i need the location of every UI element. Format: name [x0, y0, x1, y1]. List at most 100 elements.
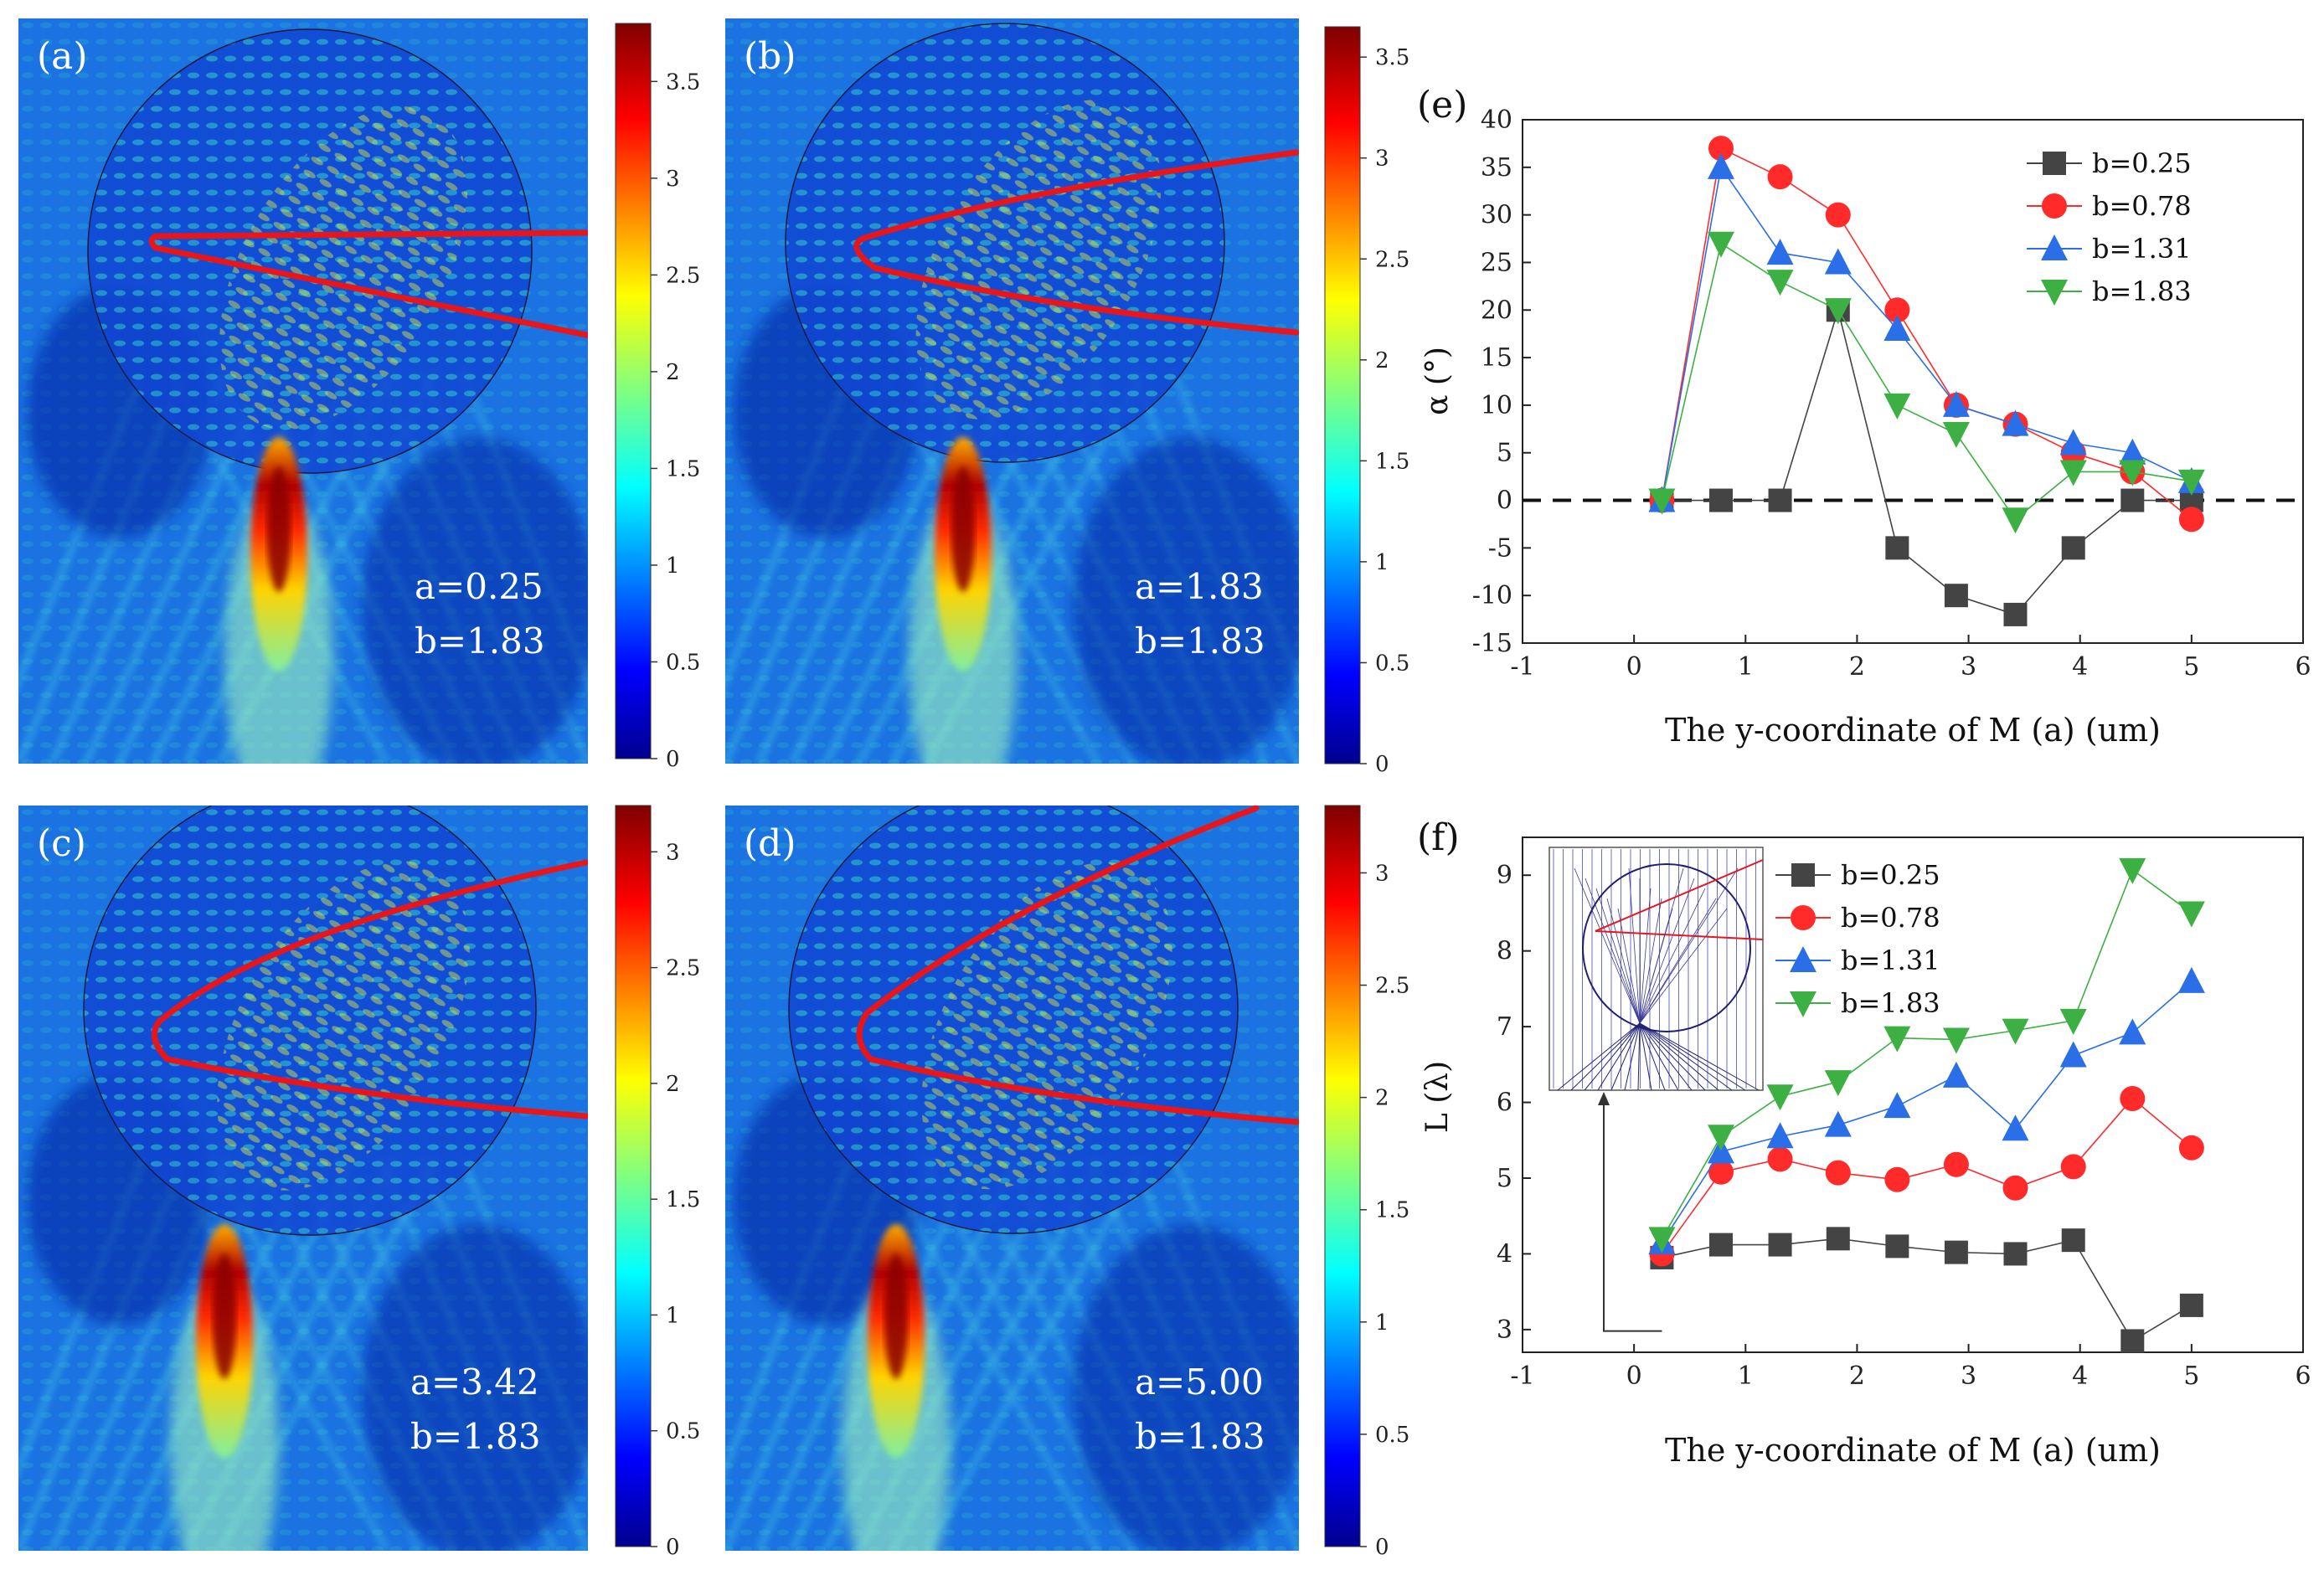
colorbar-tick-label: 0.5 [666, 650, 700, 675]
x-tick-label: 6 [2295, 1362, 2311, 1391]
y-tick-label: 20 [1481, 296, 1512, 325]
marker-triangle-up [1707, 152, 1734, 179]
legend-label: b=1.83 [2092, 275, 2192, 307]
colorbar-tick-label: 2.5 [1375, 974, 1409, 999]
marker-circle [1791, 905, 1816, 930]
marker-circle [1767, 164, 1793, 190]
series-line [1661, 868, 2193, 1239]
marker-square [2003, 1242, 2028, 1266]
colorbar-tick-label: 0.5 [666, 1419, 700, 1444]
colorbar-tick-label: 1 [1375, 1310, 1389, 1336]
panel-label: (d) [744, 822, 796, 865]
colorbar-a: 0 0.5 1 1.5 2 2.5 3 3.5 [615, 23, 700, 772]
colorbar-tick-label: 2.5 [666, 956, 700, 981]
marker-triangle-down [1766, 270, 1794, 296]
y-axis-label: α (°) [1420, 347, 1455, 415]
series-b-1-83: b=1.83 [1648, 857, 2205, 1253]
colorbar-tick-label: 1 [666, 1303, 680, 1328]
panel-label: (f) [1417, 816, 1460, 859]
y-axis-label: L (λ) [1420, 1061, 1455, 1133]
marker-triangle-down [1790, 991, 1816, 1017]
y-tick-label: 15 [1481, 343, 1512, 373]
marker-circle [2178, 1135, 2204, 1161]
x-tick-label: -1 [1510, 652, 1534, 682]
marker-triangle-up [1766, 239, 1794, 265]
series-b-1-83: b=1.83 [1648, 231, 2205, 534]
x-tick-label: 6 [2295, 652, 2311, 682]
y-tick-label: 8 [1497, 937, 1512, 966]
series-line [1662, 307, 2192, 615]
colorbar-d: 0 0.5 1 1.5 2 2.5 3 [1324, 805, 1409, 1560]
parabola-curve [148, 229, 588, 338]
legend-label: b=0.78 [2092, 190, 2192, 222]
marker-circle [1884, 1166, 1910, 1192]
y-tick-label: 3 [1497, 1315, 1512, 1345]
inset-particle [1582, 863, 1751, 1032]
inset-pointer-arrow [1598, 1092, 1610, 1105]
marker-triangle-down [1883, 1026, 1911, 1053]
marker-triangle-down [2119, 857, 2146, 884]
marker-triangle-up [1766, 1122, 1794, 1149]
y-tick-label: 25 [1481, 248, 1512, 277]
marker-circle [2002, 1175, 2028, 1201]
colorbar-tick-label: 2.5 [1375, 247, 1409, 272]
series-b-0-78: b=0.78 [1649, 136, 2204, 533]
plot-frame [1522, 836, 2304, 1353]
marker-circle [1708, 1159, 1734, 1185]
annotation-b: b=1.83 [410, 1416, 541, 1457]
series-line [1661, 147, 2193, 520]
marker-triangle-down [2059, 1008, 2087, 1035]
heatmap-panel-b: (b) a=1.83 b=1.83 0 0.5 1 1.5 2 2.5 3 3.5 [725, 18, 1409, 777]
x-tick-label: 5 [2183, 1362, 2199, 1391]
colorbar-tick-label: 0 [1375, 1535, 1389, 1560]
legend-label: b=0.25 [1841, 859, 1940, 891]
colorbar-tick-label: 1.5 [1375, 1198, 1409, 1223]
legend-label: b=1.31 [1841, 945, 1940, 976]
y-tick-label: 5 [1497, 439, 1512, 468]
marker-circle [1825, 1160, 1851, 1186]
marker-triangle-down [2119, 460, 2146, 486]
marker-square [2120, 488, 2145, 512]
marker-triangle-down [2177, 901, 2205, 928]
marker-triangle-down [1707, 231, 1734, 258]
marker-square [2043, 152, 2066, 175]
marker-triangle-down [2041, 280, 2068, 306]
x-tick-label: 3 [1961, 1362, 1976, 1391]
parabola-curve [856, 806, 1299, 1125]
plot-frame [1522, 119, 2304, 644]
marker-triangle-down [1942, 422, 1970, 448]
marker-triangle-down [1766, 1084, 1794, 1111]
x-tick-label: 1 [1738, 652, 1754, 682]
marker-square [2061, 536, 2085, 560]
x-tick-label: 4 [2072, 652, 2088, 682]
colorbar-gradient [615, 805, 652, 1547]
colorbar-tick-label: 1.5 [666, 456, 700, 481]
marker-square [2003, 602, 2028, 626]
marker-triangle-up [1942, 390, 1970, 417]
annotation-b: b=1.83 [415, 620, 545, 661]
legend-label: b=1.83 [1841, 987, 1940, 1019]
y-tick-label: -15 [1472, 629, 1512, 658]
marker-circle [1825, 202, 1851, 228]
marker-circle [1943, 1151, 1969, 1177]
marker-triangle-up [2059, 1041, 2087, 1068]
colorbar-gradient [1324, 26, 1361, 764]
inset-pointer-line [1603, 1100, 1662, 1332]
marker-square [1885, 1234, 1909, 1259]
legend-label: b=0.78 [1841, 902, 1940, 934]
marker-triangle-down [2002, 507, 2029, 534]
y-tick-label: 9 [1497, 861, 1512, 890]
particle-outline [785, 23, 1225, 463]
y-tick-label: -10 [1472, 581, 1512, 610]
particle-outline [83, 806, 537, 1236]
series-b-1-31: b=1.31 [1648, 152, 2205, 512]
colorbar-tick-label: 0 [666, 1535, 680, 1560]
marker-triangle-up [2119, 1018, 2146, 1045]
x-tick-label: 5 [2183, 652, 2199, 682]
colorbar-tick-label: 2 [1375, 1086, 1389, 1111]
marker-circle [1708, 136, 1734, 162]
annotation-a: a=5.00 [1135, 1362, 1264, 1403]
colorbar-tick-label: 3 [1375, 147, 1389, 172]
colorbar-tick-label: 1 [1375, 550, 1389, 575]
